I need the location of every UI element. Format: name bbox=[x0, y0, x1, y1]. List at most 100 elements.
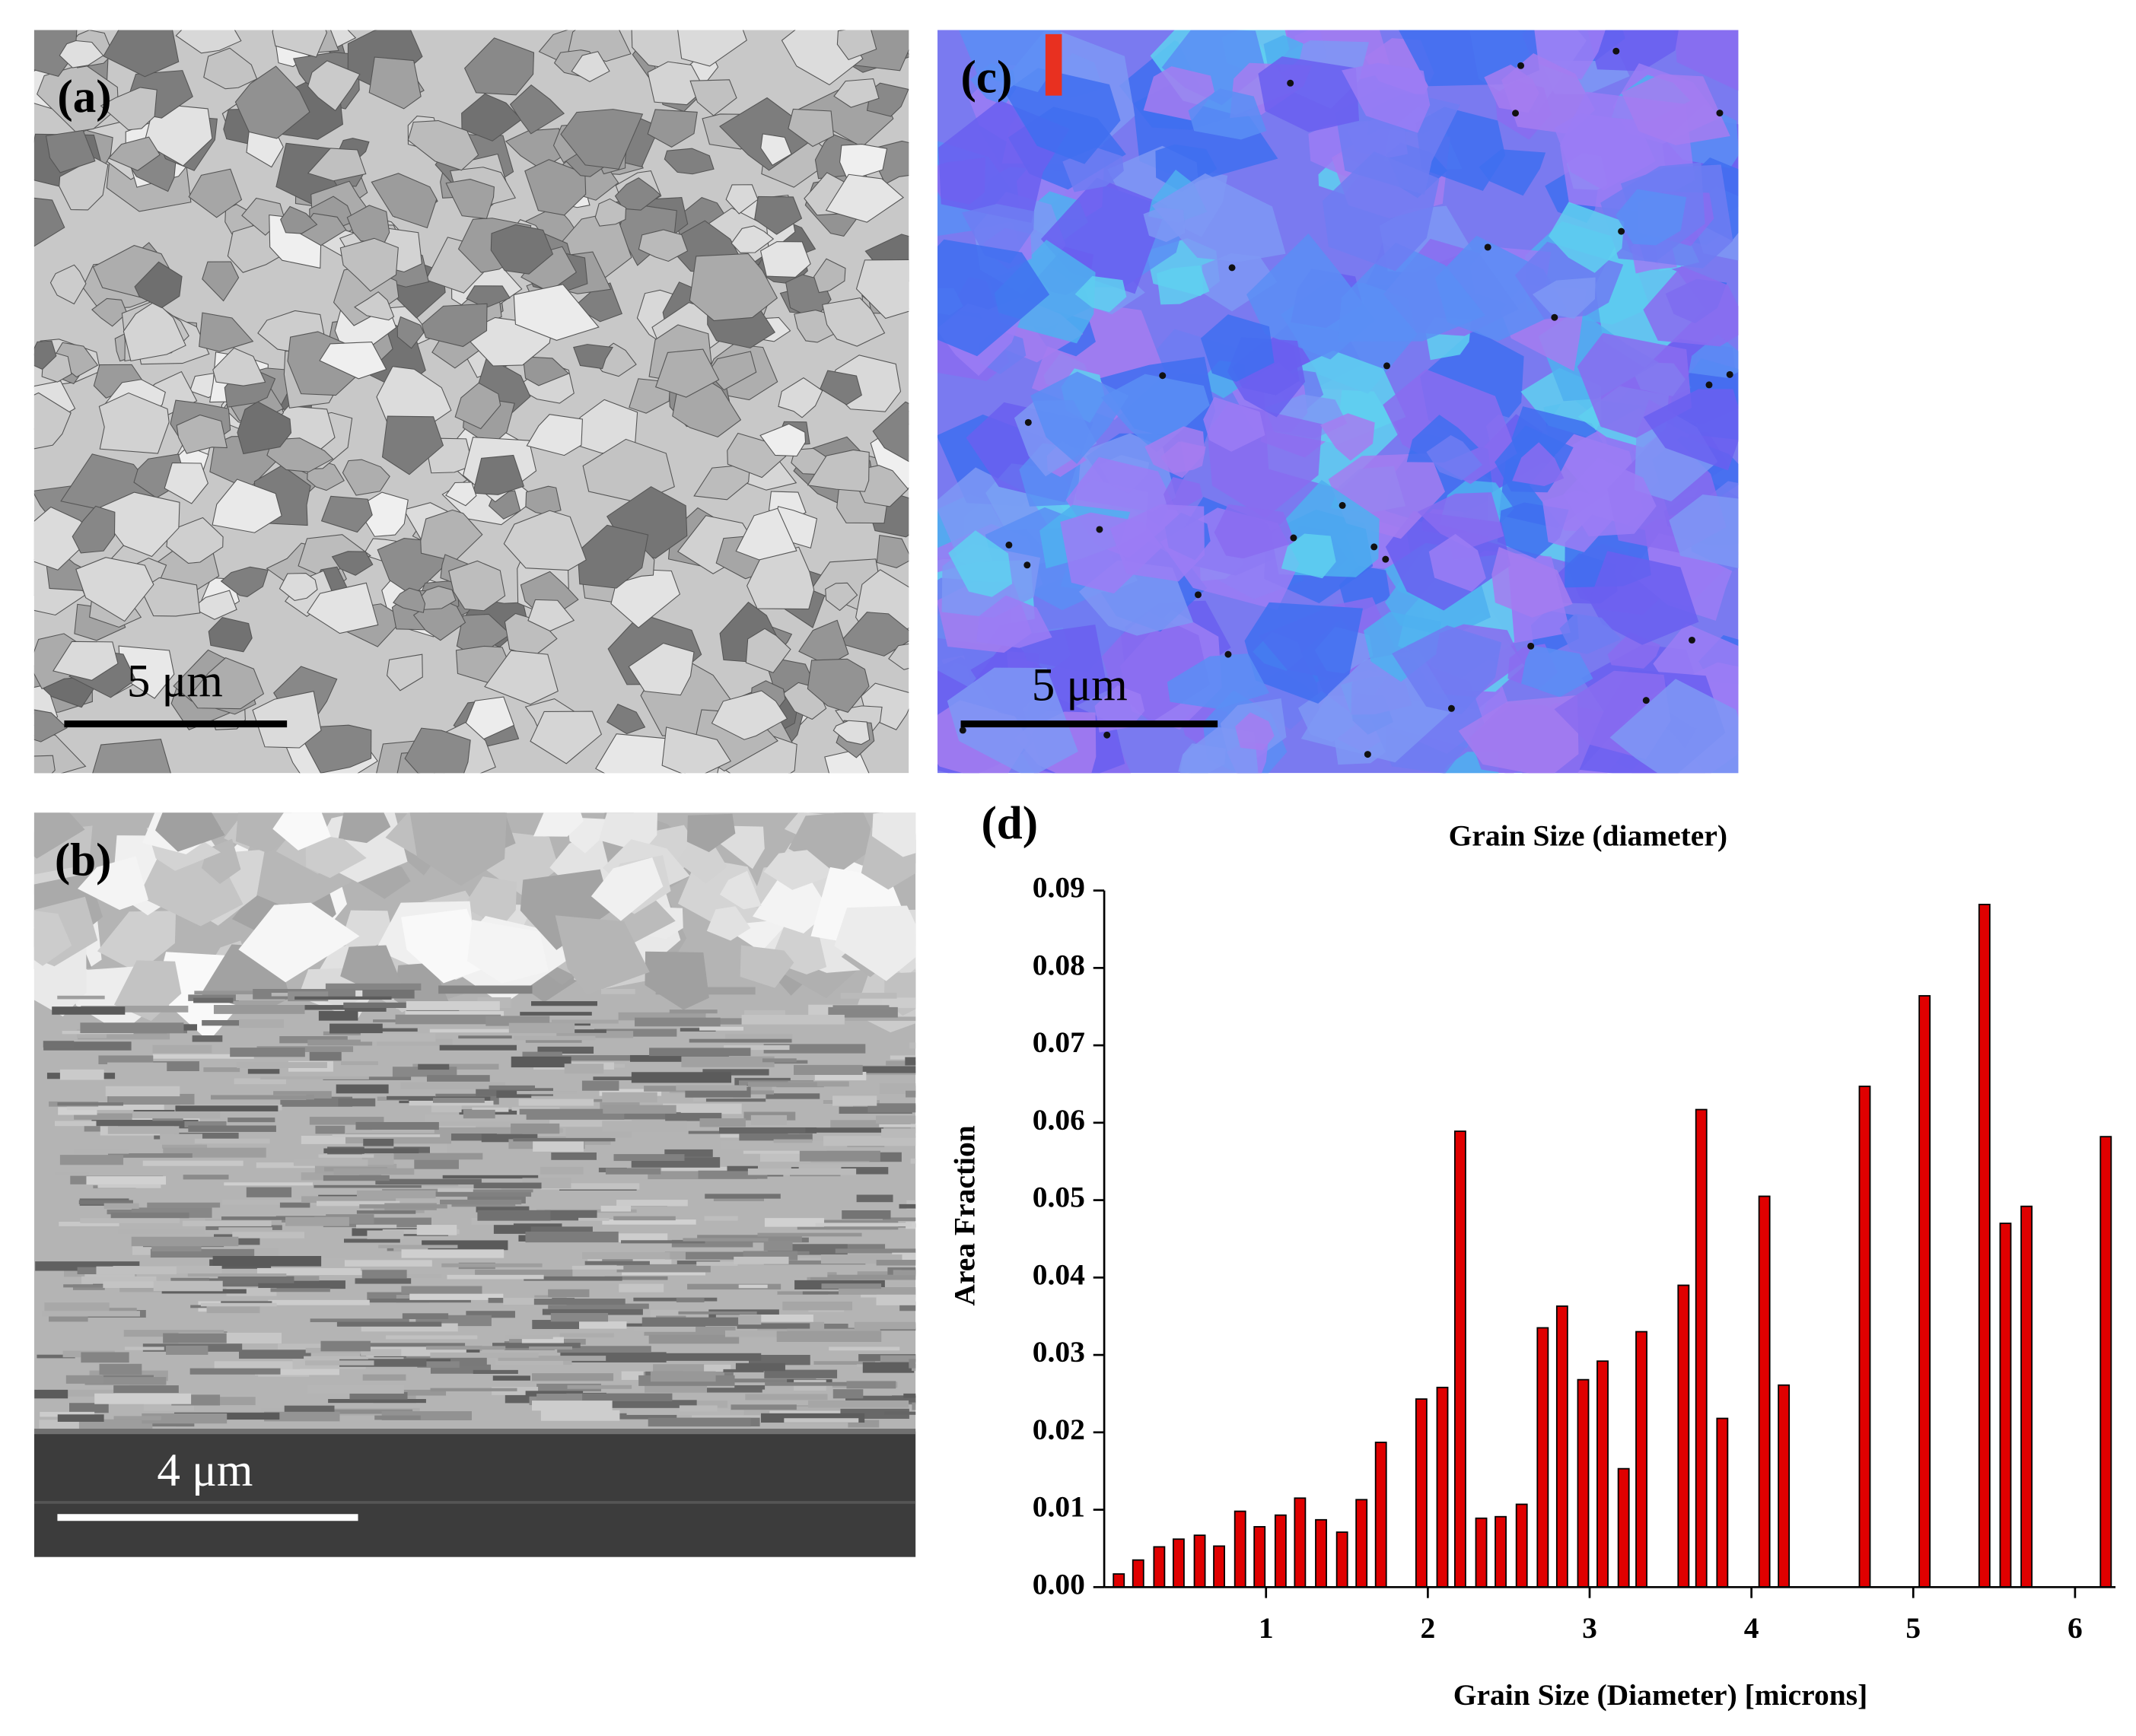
twin-band bbox=[442, 1175, 539, 1179]
twin-band bbox=[107, 1126, 180, 1134]
twin-band bbox=[166, 1345, 209, 1355]
twin-band bbox=[105, 1086, 180, 1097]
twin-band bbox=[848, 1420, 880, 1428]
twin-band bbox=[669, 1009, 718, 1014]
twin-band bbox=[194, 1138, 270, 1144]
unindexed-point bbox=[1382, 555, 1390, 563]
twin-band bbox=[838, 1286, 916, 1295]
twin-band bbox=[318, 1010, 358, 1021]
grain bbox=[661, 727, 732, 774]
twin-band bbox=[463, 1109, 495, 1119]
twin-band bbox=[882, 1217, 916, 1221]
bar bbox=[1213, 1545, 1225, 1588]
grain bbox=[354, 291, 395, 321]
twin-band bbox=[393, 1245, 428, 1252]
twin-band bbox=[604, 1276, 668, 1280]
grain bbox=[573, 344, 614, 370]
twin-band bbox=[74, 1149, 129, 1154]
twin-band bbox=[678, 1311, 757, 1315]
twin-band bbox=[355, 1224, 397, 1229]
grain bbox=[1559, 613, 1622, 654]
grain bbox=[1320, 413, 1375, 461]
surface-grain bbox=[467, 920, 549, 984]
twin-band bbox=[906, 1090, 916, 1098]
twin-band bbox=[367, 1230, 404, 1239]
twin-band bbox=[188, 994, 239, 1001]
twin-band bbox=[203, 1067, 240, 1073]
twin-band bbox=[731, 1090, 775, 1095]
twin-band bbox=[401, 1249, 505, 1258]
grain bbox=[445, 179, 495, 220]
twin-band bbox=[764, 1218, 825, 1227]
bar bbox=[1999, 1223, 2012, 1588]
grain bbox=[381, 415, 444, 475]
twin-band bbox=[503, 1297, 552, 1305]
grain bbox=[707, 351, 757, 391]
twin-band bbox=[375, 1178, 482, 1185]
bar bbox=[1716, 1417, 1729, 1588]
twin-band bbox=[80, 1218, 180, 1223]
grain bbox=[1100, 374, 1210, 453]
twin-band bbox=[735, 1362, 785, 1372]
twin-band bbox=[416, 1225, 457, 1235]
surface-grain bbox=[834, 905, 916, 981]
twin-band bbox=[655, 987, 756, 995]
twin-band bbox=[124, 1347, 164, 1350]
twin-band bbox=[823, 1136, 916, 1146]
twin-band bbox=[417, 1361, 460, 1368]
grain bbox=[1563, 457, 1657, 537]
x-tick-label: 6 bbox=[2068, 1611, 2083, 1645]
grain bbox=[1202, 253, 1278, 312]
grain bbox=[1417, 492, 1504, 548]
twin-band bbox=[481, 1133, 538, 1143]
bar bbox=[1695, 1108, 1708, 1588]
grain bbox=[1689, 334, 1739, 378]
twin-band bbox=[747, 1082, 817, 1087]
twin-band bbox=[540, 1410, 620, 1421]
grain bbox=[92, 739, 171, 774]
grain bbox=[466, 285, 511, 309]
twin-band bbox=[727, 1165, 758, 1172]
twin-band bbox=[81, 1276, 157, 1284]
twin-band bbox=[329, 1023, 383, 1034]
twin-band bbox=[349, 1028, 418, 1032]
bar bbox=[1274, 1514, 1287, 1588]
grain bbox=[689, 79, 737, 116]
grain bbox=[1512, 442, 1565, 486]
twin-band bbox=[548, 1289, 590, 1298]
twin-band bbox=[40, 1411, 95, 1417]
twin-band bbox=[39, 1420, 91, 1429]
twin-band bbox=[59, 1069, 104, 1080]
twin-band bbox=[815, 1223, 912, 1227]
grain bbox=[1157, 265, 1210, 305]
grain bbox=[100, 87, 158, 131]
twin-band bbox=[881, 997, 916, 1009]
twin-band bbox=[581, 1252, 670, 1260]
grain bbox=[202, 261, 240, 302]
twin-band bbox=[110, 1212, 189, 1219]
overlays: (a) 5 μm (b) 4 μm (c) 5 μm (d) Grain Siz… bbox=[55, 52, 1867, 1712]
grain bbox=[164, 462, 209, 504]
twin-band bbox=[362, 989, 415, 999]
twin-band bbox=[430, 1388, 517, 1391]
twin-band bbox=[377, 1038, 453, 1046]
grain bbox=[33, 30, 78, 77]
twin-band bbox=[355, 1278, 412, 1284]
grain bbox=[527, 599, 575, 632]
twin-band bbox=[270, 1288, 330, 1292]
twin-band bbox=[153, 1280, 223, 1292]
bar bbox=[1555, 1305, 1568, 1588]
twin-band bbox=[532, 1373, 614, 1381]
ebsd-map bbox=[937, 30, 1739, 774]
twin-band bbox=[256, 1267, 361, 1276]
twin-band bbox=[799, 1150, 880, 1162]
twin-band bbox=[914, 1086, 916, 1090]
twin-band bbox=[239, 1350, 311, 1359]
twin-band bbox=[271, 992, 303, 997]
twin-band bbox=[54, 1171, 90, 1176]
grain bbox=[1643, 389, 1739, 471]
twin-band bbox=[731, 1404, 797, 1410]
unindexed-point bbox=[1290, 534, 1297, 542]
twin-band bbox=[747, 1168, 857, 1175]
twin-band bbox=[687, 1283, 782, 1290]
